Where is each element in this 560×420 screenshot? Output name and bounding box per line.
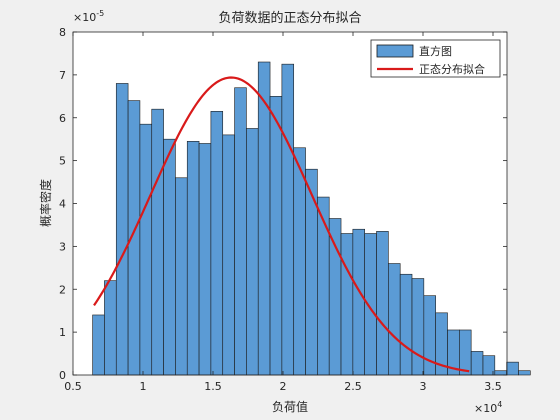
legend-fit-label: 正态分布拟合 — [419, 62, 485, 76]
legend-hist-label: 直方图 — [419, 44, 452, 58]
x-exponent-base: ×10 — [474, 402, 497, 415]
y-exponent-power: -5 — [96, 9, 104, 18]
legend: 直方图 正态分布拟合 — [370, 39, 501, 78]
histogram-bar — [246, 128, 259, 376]
histogram-bar — [163, 138, 176, 376]
histogram-bar — [269, 96, 283, 376]
histogram-bar — [328, 218, 342, 376]
histogram-bar — [186, 141, 200, 376]
histogram-bar — [305, 168, 318, 376]
histogram-bar — [115, 83, 129, 376]
histogram-bar — [411, 278, 425, 376]
y-tick-label: 7 — [59, 69, 66, 82]
histogram-bar — [494, 370, 507, 376]
fit-curve-line — [93, 76, 470, 373]
y-axis-label: 概率密度 — [38, 179, 53, 227]
histogram-bar — [340, 233, 354, 376]
x-tick-label: 1 — [140, 380, 147, 393]
y-exponent-base: ×10 — [73, 11, 96, 24]
x-tick-label: 1.5 — [204, 380, 222, 393]
x-tick-label: 2.5 — [344, 380, 362, 393]
histogram-bar — [506, 361, 519, 376]
y-tick-label: 1 — [59, 326, 66, 339]
histogram-bar — [399, 273, 413, 376]
histogram-bar — [470, 351, 484, 376]
x-axis-label: 负荷值 — [272, 399, 308, 414]
chart-title: 负荷数据的正态分布拟合 — [218, 10, 361, 26]
y-exponent-label: ×10-5 — [73, 9, 104, 24]
histogram-bar — [234, 87, 247, 376]
histogram-bar — [222, 134, 235, 376]
histogram-bar — [281, 63, 295, 376]
y-tick-label: 4 — [59, 198, 66, 211]
x-tick-label: 3 — [420, 380, 427, 393]
y-tick-label: 2 — [59, 283, 66, 296]
histogram-bar — [151, 108, 164, 376]
y-tick-group: 0 1 2 3 4 5 6 7 8 — [59, 26, 507, 382]
histogram-bar — [198, 143, 212, 376]
histogram-bar — [518, 370, 531, 376]
histogram-bar — [92, 314, 105, 376]
y-tick-label: 8 — [59, 26, 66, 39]
histogram-bar — [293, 147, 306, 376]
histogram-bar — [352, 228, 365, 376]
histogram-bar — [376, 231, 389, 376]
y-tick-label: 6 — [59, 112, 66, 125]
y-tick-label: 5 — [59, 155, 66, 168]
legend-hist-swatch — [376, 44, 414, 58]
histogram-bar — [175, 177, 188, 376]
x-tick-group: 0.5 1 1.5 2 2.5 3 3.5 — [64, 32, 502, 393]
x-exponent-label: ×104 — [474, 400, 502, 415]
histogram-bar — [104, 280, 117, 376]
x-tick-label: 2 — [280, 380, 287, 393]
x-tick-label: 3.5 — [484, 380, 502, 393]
y-tick-label: 3 — [59, 240, 66, 253]
x-tick-label: 0.5 — [64, 380, 82, 393]
histogram-bar — [317, 196, 330, 376]
y-tick-label: 0 — [59, 369, 66, 382]
histogram-bar — [139, 123, 153, 376]
x-exponent-power: 4 — [497, 400, 502, 409]
histogram-bar — [210, 111, 224, 376]
histogram-bar — [459, 329, 472, 376]
histogram-bar — [388, 263, 401, 376]
